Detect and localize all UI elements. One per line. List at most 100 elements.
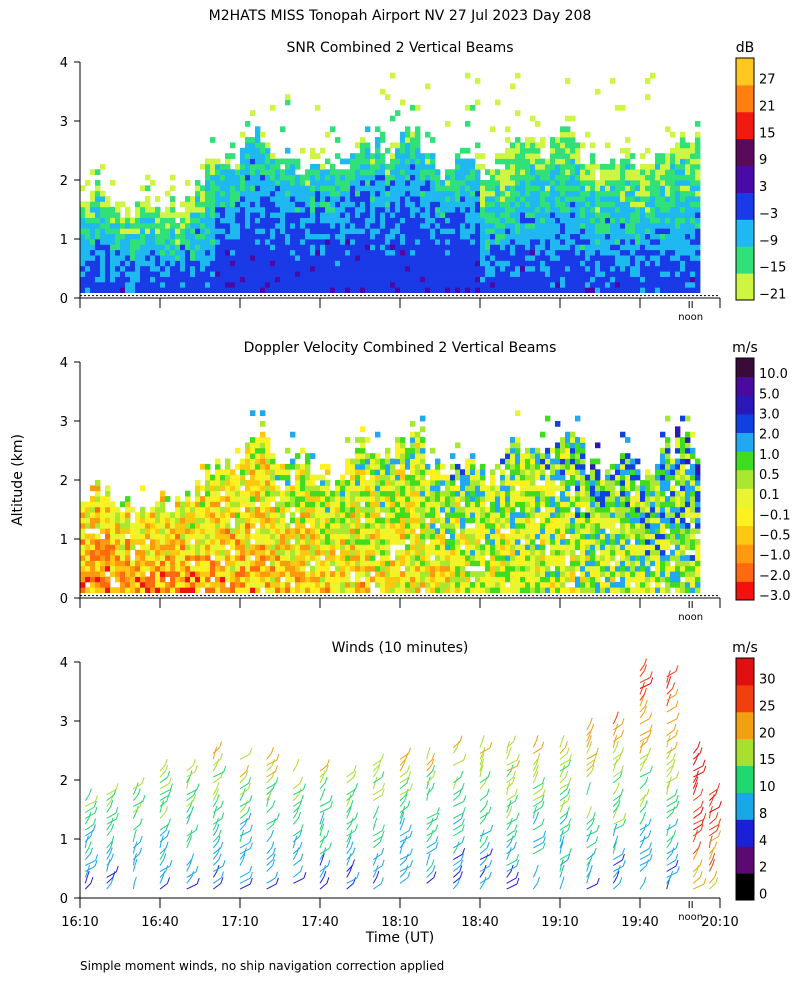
vel-cell	[150, 533, 156, 540]
snr-cell	[515, 287, 521, 294]
snr-cell	[350, 222, 356, 229]
vel-cell	[230, 480, 236, 486]
snr-cell	[665, 201, 671, 208]
vel-cell	[395, 522, 401, 529]
snr-cell	[215, 271, 221, 277]
snr-cell	[680, 239, 686, 245]
snr-cell	[615, 212, 621, 218]
snr-cell	[680, 153, 686, 159]
vel-cell	[360, 426, 366, 433]
snr-cell	[180, 260, 186, 267]
snr-cell	[480, 287, 486, 294]
vel-cell	[365, 565, 371, 572]
snr-cell	[275, 244, 281, 251]
vel-cell	[375, 474, 381, 481]
vel-cell	[255, 437, 261, 443]
vel-cell	[310, 522, 316, 529]
vel-cell	[390, 522, 396, 529]
snr-cell	[280, 190, 286, 197]
snr-cell	[455, 249, 461, 256]
vel-cell	[165, 512, 171, 518]
vel-cell	[385, 522, 391, 529]
snr-cell	[645, 169, 651, 176]
vel-cell	[430, 480, 436, 486]
snr-cell	[685, 287, 691, 294]
snr-cell	[530, 163, 536, 170]
snr-cell	[390, 239, 396, 245]
snr-cell	[310, 276, 316, 283]
vel-cell	[405, 528, 411, 535]
vel-cell	[335, 565, 341, 572]
snr-cell	[620, 281, 626, 288]
vel-cell	[400, 571, 406, 577]
snr-cell	[625, 174, 631, 181]
snr-cell	[400, 158, 406, 165]
snr-cell	[410, 169, 416, 176]
vel-cell	[375, 501, 381, 508]
snr-cell	[115, 217, 121, 224]
vel-cell	[315, 533, 321, 540]
vel-cell	[190, 528, 196, 535]
snr-cell	[360, 163, 366, 170]
vel-cell	[90, 544, 96, 551]
vel-cell	[270, 474, 276, 481]
snr-cell	[260, 147, 266, 154]
snr-cell	[410, 276, 416, 283]
snr-cell	[170, 281, 176, 288]
snr-cell	[510, 239, 516, 245]
snr-cell	[605, 174, 611, 181]
vel-cell	[285, 469, 291, 476]
snr-cell	[255, 276, 261, 283]
vel-cell	[340, 480, 346, 486]
snr-cell	[570, 281, 576, 288]
snr-cell	[185, 271, 191, 277]
vel-cell	[210, 539, 216, 545]
snr-cell	[370, 174, 376, 181]
vel-cell	[350, 528, 356, 535]
snr-cell	[550, 222, 556, 229]
snr-cell	[680, 206, 686, 213]
snr-cell	[95, 271, 101, 277]
vel-cell	[255, 549, 261, 556]
snr-cell	[590, 260, 596, 267]
snr-cell	[135, 255, 141, 261]
vel-cell	[85, 555, 91, 561]
snr-cell	[680, 185, 686, 192]
snr-cell	[450, 233, 456, 240]
snr-cell	[675, 196, 681, 202]
snr-cell	[90, 196, 96, 202]
snr-cell	[695, 287, 701, 294]
snr-cell	[610, 185, 616, 192]
snr-cell	[590, 196, 596, 202]
vel-cell	[140, 544, 146, 551]
snr-cell	[300, 228, 306, 235]
snr-cell	[525, 147, 531, 154]
vel-cell	[460, 496, 466, 502]
vel-cell	[470, 496, 476, 502]
snr-cell	[150, 206, 156, 213]
snr-cell	[370, 201, 376, 208]
snr-cell	[575, 174, 581, 181]
vel-cell	[170, 549, 176, 556]
snr-cell	[220, 212, 226, 218]
vel-cell	[300, 565, 306, 572]
vel-cell	[400, 581, 406, 588]
snr-cell	[565, 169, 571, 176]
vel-cell	[380, 517, 386, 524]
snr-cell	[105, 249, 111, 256]
vel-cell	[435, 576, 441, 583]
vel-cell	[390, 480, 396, 486]
snr-cell	[635, 228, 641, 235]
snr-cell	[540, 260, 546, 267]
vel-cell	[185, 533, 191, 540]
snr-cell	[585, 174, 591, 181]
vel-cell	[120, 571, 126, 577]
vel-cell	[245, 528, 251, 535]
vel-cell	[220, 480, 226, 486]
vel-cell	[245, 447, 251, 454]
snr-cell	[330, 249, 336, 256]
snr-cell	[280, 222, 286, 229]
snr-cell	[650, 212, 656, 218]
vel-cell	[280, 560, 286, 567]
snr-cell	[245, 249, 251, 256]
